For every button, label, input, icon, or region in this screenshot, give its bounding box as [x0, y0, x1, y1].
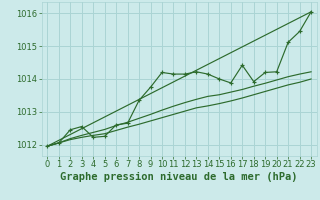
X-axis label: Graphe pression niveau de la mer (hPa): Graphe pression niveau de la mer (hPa): [60, 172, 298, 182]
